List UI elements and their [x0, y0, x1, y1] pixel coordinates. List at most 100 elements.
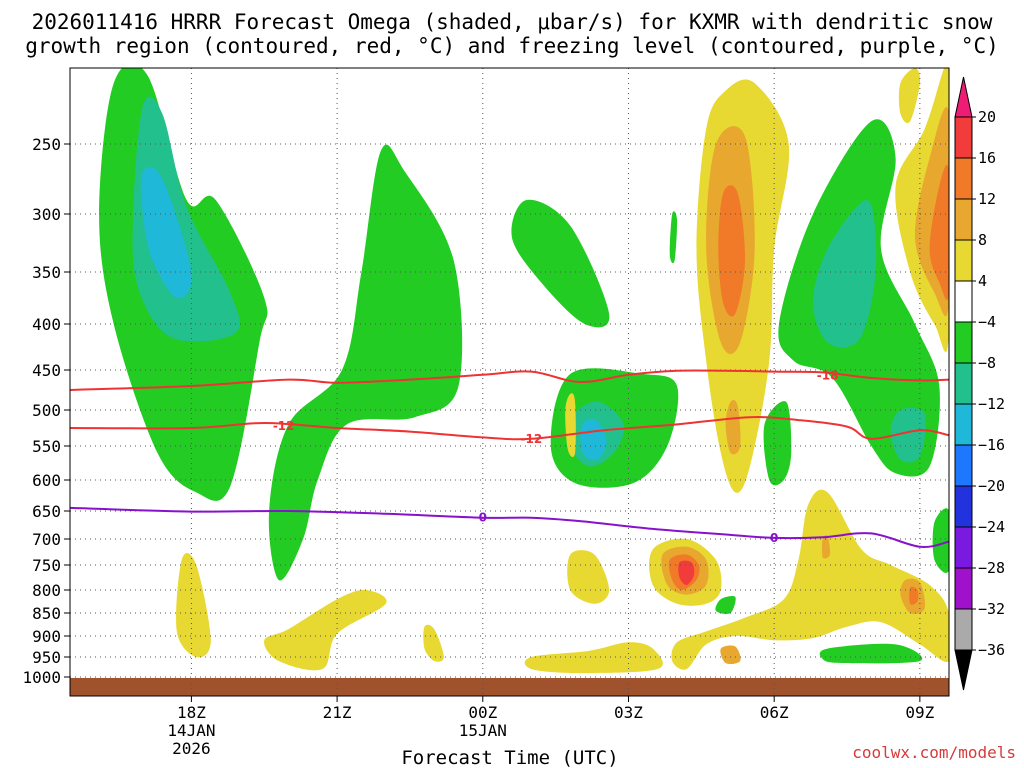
omega-region-upward-motion-0330z-low: [715, 595, 736, 614]
colorbar-swatch-2: [954, 198, 973, 241]
colorbar-label-13: −36: [978, 641, 1005, 659]
omega-region-upward-motion-0200z-max: [580, 419, 607, 461]
contour-label-dendritic-lower-line: -12: [273, 419, 295, 433]
colorbar-swatch-1: [954, 157, 973, 200]
colorbar-swatch-0: [954, 116, 973, 159]
omega-region-sinking-0415z-max: [678, 560, 695, 586]
y-tick-label-250: 250: [32, 135, 61, 154]
y-tick-label-450: 450: [32, 361, 61, 380]
omega-region-sinking-0700z-core: [821, 534, 831, 559]
y-axis-pressure: 250 300 350 400 450 500 550 600 650 700 750 800 850 9…: [22, 135, 70, 687]
x-tick-label-18Z-sub2: 2026: [172, 739, 211, 758]
y-tick-label-650: 650: [32, 502, 61, 521]
omega-region-sinking-0930z-upper-high: [929, 164, 949, 300]
x-tick-label-21Z: 21Z: [323, 703, 352, 722]
contour-label-dendritic-upper-line: -18: [817, 369, 839, 383]
omega-region-upward-motion-1730z-core: [132, 96, 240, 342]
ground-terrain: [70, 678, 949, 696]
omega-region-upward-motion-0815z-core: [890, 407, 926, 463]
x-tick-label-03Z: 03Z: [614, 703, 643, 722]
contour-labels: -18 -12 -12 0 0: [273, 369, 839, 545]
contour-label-freezing-level-line-label2: 0: [770, 531, 778, 545]
colorbar-label-6: −8: [978, 354, 996, 372]
chart-title-line2: growth region (contoured, red, °C) and f…: [25, 34, 999, 58]
omega-region-sinking-0900z-low-core: [909, 586, 919, 605]
x-tick-label-00Z-sub1: 15JAN: [459, 721, 507, 740]
omega-region-sinking-2100z-low: [264, 589, 387, 671]
x-tick-label-18Z-sub1: 14JAN: [167, 721, 215, 740]
omega-region-upward-motion-0630z-core: [813, 200, 877, 348]
omega-region-sinking-2330z-small: [423, 624, 444, 662]
y-tick-label-950: 950: [32, 648, 61, 667]
omega-region-sinking-0500z-high: [718, 185, 746, 317]
contour-freezing-level-line: [70, 506, 949, 549]
colorbar-swatch-3: [954, 239, 973, 282]
omega-region-sinking-0200z-low: [567, 550, 610, 604]
y-tick-label-1000: 1000: [22, 668, 61, 687]
x-tick-label-09Z: 09Z: [905, 703, 934, 722]
colorbar-label-4: 4: [978, 272, 987, 290]
colorbar-label-8: −16: [978, 436, 1005, 454]
colorbar-label-11: −28: [978, 559, 1005, 577]
y-tick-label-350: 350: [32, 263, 61, 282]
omega-region-upward-motion-2230z: [268, 144, 463, 581]
site-credit: coolwx.com/models: [852, 743, 1016, 762]
omega-region-upward-motion-0610z: [763, 401, 792, 486]
colorbar-swatch-7: [954, 403, 973, 446]
colorbar-swatch-8: [954, 444, 973, 487]
plot-frame: [69, 67, 950, 697]
colorbar-legend: 20 16 12 8 4 −4 −8 −12 −16 −20 −24 −28 −32 −36: [954, 76, 1005, 691]
x-tick-label-06Z: 06Z: [760, 703, 789, 722]
colorbar-swatch-5: [954, 321, 973, 364]
omega-region-upward-motion-0140z-small: [669, 211, 678, 264]
omega-region-sinking-0100z-small: [565, 393, 576, 458]
colorbar-swatch-12: [954, 608, 973, 651]
x-tick-label-18Z: 18Z: [177, 703, 206, 722]
y-tick-label-500: 500: [32, 401, 61, 420]
omega-region-sinking-0500z-sfc: [720, 645, 741, 665]
colorbar-swatch-9: [954, 485, 973, 528]
colorbar-bottom-arrow: [954, 649, 973, 691]
colorbar-swatch-4: [954, 280, 973, 323]
colorbar-label-10: −24: [978, 518, 1005, 536]
omega-shading: [99, 68, 949, 674]
chart-title-line1: 2026011416 HRRR Forecast Omega (shaded, …: [32, 10, 993, 34]
y-tick-label-400: 400: [32, 315, 61, 334]
omega-region-sinking-0700z-low: [671, 489, 949, 670]
colorbar-label-9: −20: [978, 477, 1005, 495]
y-tick-label-900: 900: [32, 627, 61, 646]
colorbar-label-1: 16: [978, 149, 996, 167]
y-tick-label-550: 550: [32, 437, 61, 456]
colorbar-swatch-11: [954, 567, 973, 610]
omega-region-upward-motion-1730z-max: [140, 167, 192, 299]
omega-region-sinking-0200z-sfc: [524, 642, 663, 674]
omega-region-sinking-0500z-mid2: [725, 399, 741, 455]
y-tick-label-600: 600: [32, 471, 61, 490]
colorbar-label-12: −32: [978, 600, 1005, 618]
y-tick-label-300: 300: [32, 205, 61, 224]
colorbar-top-arrow: [954, 76, 973, 118]
omega-region-upward-motion-0000z: [511, 199, 610, 328]
temperature-contours: [70, 369, 949, 549]
y-tick-label-850: 850: [32, 604, 61, 623]
y-tick-label-750: 750: [32, 556, 61, 575]
contour-label-dendritic-lower-line-label2: -12: [521, 432, 543, 446]
colorbar-swatch-6: [954, 362, 973, 405]
x-tick-label-00Z: 00Z: [468, 703, 497, 722]
y-tick-label-700: 700: [32, 530, 61, 549]
x-axis-label: Forecast Time (UTC): [401, 747, 618, 768]
colorbar-label-5: −4: [978, 313, 996, 331]
colorbar-label-7: −12: [978, 395, 1005, 413]
contour-dendritic-lower-line: [70, 416, 949, 441]
colorbar-swatch-10: [954, 526, 973, 569]
y-tick-label-800: 800: [32, 581, 61, 600]
colorbar-label-3: 8: [978, 231, 987, 249]
contour-dendritic-upper-line: [70, 369, 949, 391]
omega-region-upward-motion-1000z-edge: [932, 508, 949, 573]
contour-label-freezing-level-line: 0: [479, 511, 487, 525]
colorbar-label-2: 12: [978, 190, 996, 208]
omega-region-sinking-1800z-low: [176, 552, 211, 658]
omega-region-upward-motion-0900z-low: [819, 643, 923, 664]
colorbar-label-0: 20: [978, 108, 996, 126]
